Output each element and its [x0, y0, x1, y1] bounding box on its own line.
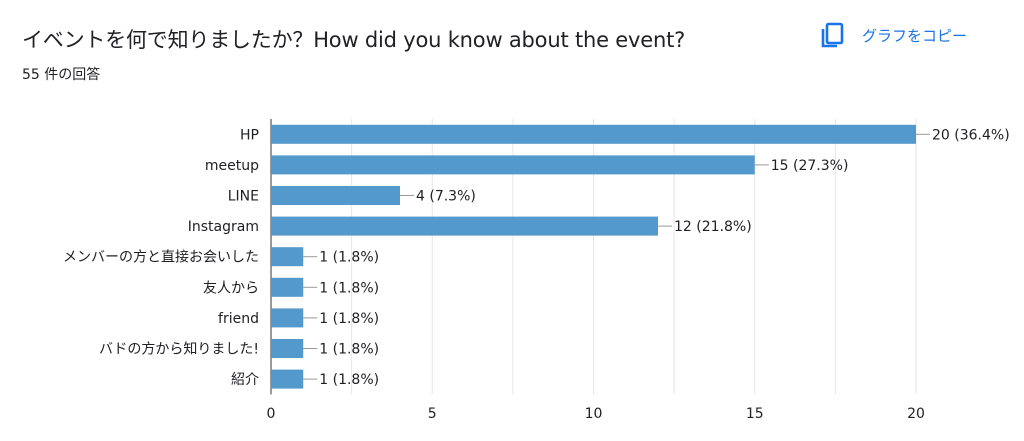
x-tick-label: 15 [746, 406, 764, 422]
bar [271, 369, 304, 389]
bar [271, 308, 304, 328]
bar [271, 124, 916, 144]
category-label: friend [218, 311, 259, 327]
copy-chart-label: グラフをコピー [862, 26, 968, 45]
bar [271, 277, 304, 297]
data-label: 1 (1.8%) [319, 372, 379, 388]
category-label: 紹介 [231, 372, 259, 388]
data-label: 4 (7.3%) [416, 189, 476, 205]
category-label: バドの方から知りました! [99, 341, 259, 358]
bar [271, 247, 304, 267]
data-label: 1 (1.8%) [319, 311, 379, 327]
category-label: HP [240, 127, 259, 143]
data-label: 1 (1.8%) [319, 342, 379, 358]
bar [271, 339, 304, 358]
x-tick-label: 20 [907, 406, 925, 422]
category-label: 友人から [203, 280, 259, 296]
bar [271, 216, 658, 236]
category-label: Instagram [188, 219, 259, 235]
data-label: 1 (1.8%) [319, 250, 379, 266]
data-label: 20 (36.4%) [932, 127, 1010, 143]
x-tick-label: 10 [585, 406, 603, 422]
bar [271, 186, 400, 205]
data-label: 12 (21.8%) [674, 219, 752, 235]
data-label: 1 (1.8%) [319, 280, 379, 296]
category-label: LINE [228, 189, 259, 205]
chart-title: イベントを何で知りましたか？How did you know about the… [22, 28, 686, 52]
copy-chart-button[interactable]: グラフをコピー [820, 20, 967, 50]
x-tick-label: 5 [428, 406, 437, 422]
data-label: 15 (27.3%) [771, 158, 849, 174]
bar [271, 155, 755, 175]
copy-icon [820, 21, 846, 49]
response-count: 55 件の回答 [22, 67, 101, 83]
x-tick-label: 0 [267, 406, 276, 422]
category-label: meetup [205, 158, 259, 174]
category-label: メンバーの方と直接お会いした [63, 249, 259, 266]
